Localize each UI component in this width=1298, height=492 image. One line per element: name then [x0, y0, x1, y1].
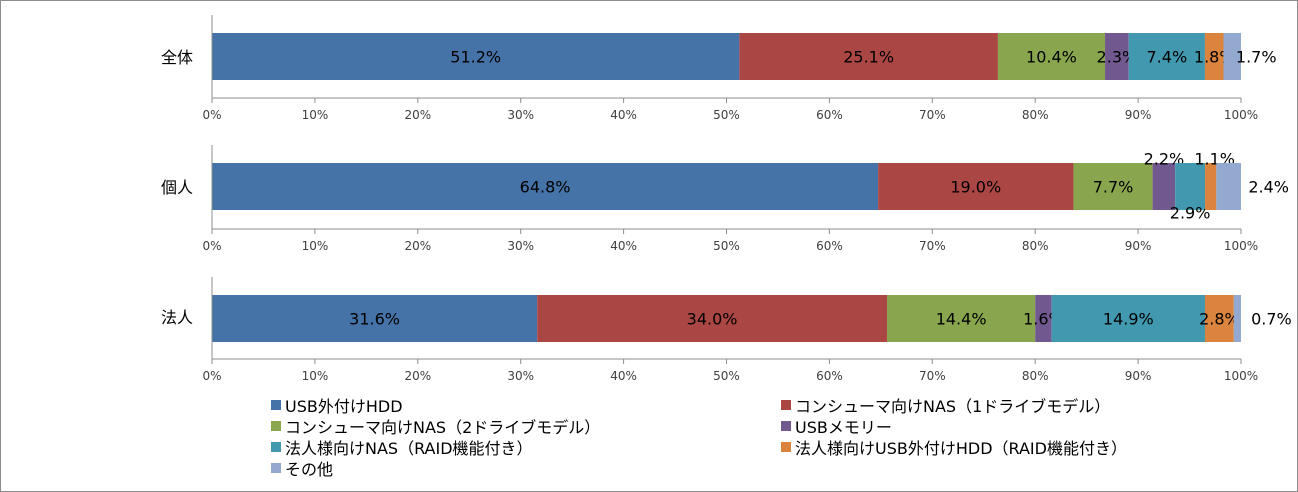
data-label-all-s3: 10.4% [1026, 48, 1077, 67]
data-label-personal-s3: 7.7% [1093, 178, 1134, 197]
legend-swatch-s2 [781, 400, 791, 410]
x-tick-label-corporate-1: 10% [302, 369, 329, 383]
bar-segment-personal-s3 [1073, 163, 1153, 210]
x-tick-label-all-8: 80% [1022, 108, 1049, 122]
x-tick-label-personal-10: 100% [1224, 239, 1258, 253]
x-tick-label-corporate-3: 30% [507, 369, 534, 383]
data-label-corporate-s2: 34.0% [687, 310, 738, 329]
data-label-corporate-s5: 14.9% [1103, 310, 1154, 329]
data-label-all-s7: 1.7% [1236, 48, 1277, 67]
legend-swatch-s4 [781, 421, 791, 431]
bar-segment-all-s7 [1223, 33, 1241, 80]
bar-segment-all-s5 [1128, 33, 1205, 80]
legend-label-s4: USBメモリー [795, 418, 892, 437]
x-tick-label-all-7: 70% [919, 108, 946, 122]
category-label-personal: 個人 [161, 178, 193, 197]
x-tick-label-all-2: 20% [404, 108, 431, 122]
x-tick-label-all-3: 30% [507, 108, 534, 122]
data-label-corporate-s1: 31.6% [349, 310, 400, 329]
bar-segment-personal-s7 [1216, 163, 1241, 210]
x-tick-label-corporate-8: 80% [1022, 369, 1049, 383]
category-label-all: 全体 [161, 48, 193, 67]
data-label-personal-s7: 2.4% [1248, 178, 1289, 197]
x-tick-label-all-10: 100% [1224, 108, 1258, 122]
x-tick-label-all-6: 60% [816, 108, 843, 122]
data-label-corporate-s3: 14.4% [936, 310, 987, 329]
x-tick-label-personal-4: 40% [610, 239, 637, 253]
data-label-all-s1: 51.2% [450, 48, 501, 67]
x-tick-label-all-1: 10% [302, 108, 329, 122]
bar-segment-corporate-s1 [212, 295, 538, 342]
x-tick-label-all-4: 40% [610, 108, 637, 122]
data-label-corporate-s6: 2.8% [1199, 310, 1240, 329]
category-label-corporate: 法人 [161, 308, 193, 327]
legend-label-s1: USB外付けHDD [285, 397, 403, 416]
x-tick-label-personal-3: 30% [507, 239, 534, 253]
legend-swatch-s6 [781, 442, 791, 452]
legend-item-s6: 法人様向けUSB外付けHDD（RAID機能付き） [781, 437, 1271, 458]
bar-segment-all-s1 [212, 33, 740, 80]
bar-segment-personal-s6 [1205, 163, 1217, 210]
data-label-corporate-s7: 0.7% [1251, 310, 1292, 329]
legend-item-s2: コンシューマ向けNAS（1ドライブモデル） [781, 395, 1271, 416]
legend-swatch-s3 [271, 421, 281, 431]
data-label-personal-s2: 19.0% [950, 178, 1001, 197]
x-tick-label-corporate-6: 60% [816, 369, 843, 383]
bar-segment-personal-s2 [878, 163, 1074, 210]
data-label-personal-s5: 2.9% [1170, 204, 1211, 223]
bar-segment-corporate-s3 [887, 295, 1036, 342]
legend-label-s3: コンシューマ向けNAS（2ドライブモデル） [285, 418, 601, 437]
legend-label-s2: コンシューマ向けNAS（1ドライブモデル） [795, 397, 1111, 416]
x-tick-label-all-0: 0% [202, 108, 221, 122]
x-tick-label-all-9: 90% [1125, 108, 1152, 122]
data-label-all-s2: 25.1% [843, 48, 894, 67]
x-tick-label-personal-7: 70% [919, 239, 946, 253]
bar-segment-personal-s5 [1175, 163, 1206, 210]
x-tick-label-corporate-0: 0% [202, 369, 221, 383]
x-tick-label-corporate-5: 50% [713, 369, 740, 383]
legend-label-s7: その他 [285, 460, 334, 479]
bar-segment-corporate-s6 [1204, 295, 1234, 342]
x-tick-label-all-5: 50% [713, 108, 740, 122]
legend-item-s5: 法人様向けNAS（RAID機能付き） [271, 437, 781, 458]
bar-segment-personal-s4 [1152, 163, 1176, 210]
x-tick-label-corporate-2: 20% [404, 369, 431, 383]
bar-segment-all-s2 [739, 33, 998, 80]
bar-segment-corporate-s2 [537, 295, 888, 342]
x-tick-label-corporate-7: 70% [919, 369, 946, 383]
bar-segment-corporate-s5 [1051, 295, 1205, 342]
legend-label-s6: 法人様向けUSB外付けHDD（RAID機能付き） [795, 439, 1127, 458]
x-tick-label-personal-2: 20% [404, 239, 431, 253]
data-label-all-s5: 7.4% [1147, 48, 1188, 67]
bar-segment-corporate-s4 [1035, 295, 1052, 342]
legend-swatch-s5 [271, 442, 281, 452]
data-label-personal-s1: 64.8% [520, 178, 571, 197]
legend-swatch-s1 [271, 400, 281, 410]
bar-segment-corporate-s7 [1233, 295, 1241, 342]
data-label-all-s4: 2.3% [1097, 48, 1138, 67]
chart-legend: USB外付けHDD コンシューマ向けNAS（1ドライブモデル） コンシューマ向けNA… [271, 395, 1271, 479]
bar-segment-all-s6 [1204, 33, 1224, 80]
legend-item-s3: コンシューマ向けNAS（2ドライブモデル） [271, 416, 781, 437]
bar-segment-personal-s1 [212, 163, 879, 210]
x-tick-label-personal-9: 90% [1125, 239, 1152, 253]
bar-segment-all-s3 [997, 33, 1106, 80]
x-tick-label-corporate-4: 40% [610, 369, 637, 383]
legend-label-s5: 法人様向けNAS（RAID機能付き） [285, 439, 533, 458]
x-tick-label-corporate-10: 100% [1224, 369, 1258, 383]
x-tick-label-personal-8: 80% [1022, 239, 1049, 253]
x-tick-label-personal-0: 0% [202, 239, 221, 253]
legend-swatch-s7 [271, 463, 281, 473]
legend-item-s1: USB外付けHDD [271, 395, 781, 416]
x-tick-label-personal-6: 60% [816, 239, 843, 253]
x-tick-label-corporate-9: 90% [1125, 369, 1152, 383]
legend-item-s4: USBメモリー [781, 416, 1271, 437]
x-tick-label-personal-5: 50% [713, 239, 740, 253]
legend-item-s7: その他 [271, 458, 781, 479]
data-label-personal-s4: 2.2% [1144, 150, 1185, 169]
bar-segment-all-s4 [1105, 33, 1129, 80]
x-tick-label-personal-1: 10% [302, 239, 329, 253]
